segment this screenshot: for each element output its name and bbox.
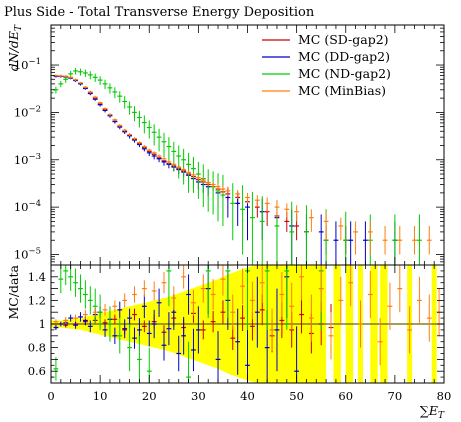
chart-title: Plus Side - Total Transverse Energy Depo…: [4, 5, 315, 20]
legend-label: MC (MinBias): [298, 83, 386, 98]
legend: MC (SD-gap2) MC (DD-gap2) MC (ND-gap2) MC (…: [262, 32, 391, 98]
x-tick-label: 80: [437, 389, 452, 403]
ratio-y-tick-label: 1.2: [28, 293, 46, 307]
x-tick-label: 10: [93, 389, 108, 403]
legend-item-mc-sd-gap2: MC (SD-gap2): [262, 32, 389, 47]
ratio-y-tick-label: 1.4: [28, 270, 46, 284]
x-tick-label: 70: [388, 389, 403, 403]
x-tick-label: 40: [240, 389, 255, 403]
x-axis-ticks: 0 10 20 30 40 50 60 70 80: [47, 25, 451, 403]
ratio-series-mc-minbias: [53, 265, 442, 366]
y-tick-label: 10−4: [14, 199, 41, 214]
ratio-y-axis-ticks: 0.6 0.8 1 1.2 1.4: [28, 264, 444, 384]
ratio-y-axis-label: MC/data: [6, 264, 21, 319]
x-tick-label: 60: [338, 389, 353, 403]
ratio-y-tick-label: 0.6: [28, 364, 46, 378]
main-y-axis-label: dN/dET: [6, 24, 24, 71]
legend-label: MC (DD-gap2): [298, 49, 390, 64]
y-tick-label: 10−1: [14, 57, 41, 72]
y-tick-label: 10−3: [14, 152, 41, 167]
x-tick-label: 50: [289, 389, 304, 403]
x-tick-label: 0: [47, 389, 54, 403]
legend-item-mc-dd-gap2: MC (DD-gap2): [262, 49, 390, 64]
y-tick-label: 10−2: [14, 104, 41, 119]
legend-item-mc-minbias: MC (MinBias): [262, 83, 386, 98]
legend-item-mc-nd-gap2: MC (ND-gap2): [262, 66, 391, 81]
series-mc-minbias: [53, 74, 432, 255]
main-y-axis-ticks: 10−1 10−2 10−3 10−4 10−5: [14, 27, 444, 266]
series-mc-sd-gap2: [53, 74, 349, 255]
x-axis-label: ∑ET: [420, 403, 445, 421]
ratio-y-tick-label: 1: [39, 317, 46, 331]
main-series-group: [51, 67, 432, 265]
y-tick-label: 10−5: [14, 246, 41, 261]
ratio-y-tick-label: 0.8: [28, 341, 46, 355]
x-tick-label: 20: [142, 389, 157, 403]
legend-label: MC (ND-gap2): [298, 66, 391, 81]
legend-label: MC (SD-gap2): [298, 32, 389, 47]
x-tick-label: 30: [191, 389, 206, 403]
